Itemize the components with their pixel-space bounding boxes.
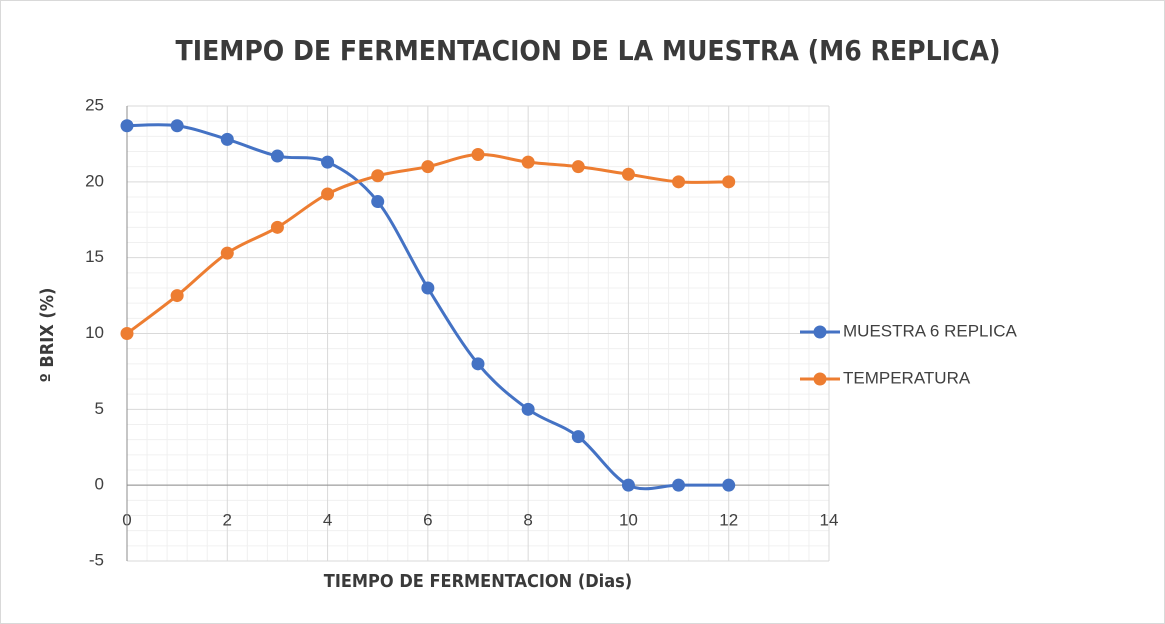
data-point [220,132,234,146]
data-point [270,149,284,163]
data-point [170,119,184,133]
legend-marker [813,325,827,339]
data-point [471,357,485,371]
x-axis-label: TIEMPO DE FERMENTACION (Dias) [324,571,632,592]
data-point [220,246,234,260]
data-point [421,281,435,295]
data-point [621,478,635,492]
y-tick-label: -5 [89,550,104,569]
data-point [270,220,284,234]
y-tick-label: 5 [95,399,104,418]
data-point [170,289,184,303]
data-point [672,478,686,492]
legend-label: TEMPERATURA [843,368,971,387]
data-point [471,148,485,162]
data-point [571,160,585,174]
x-tick-label: 14 [820,511,839,530]
data-point [722,478,736,492]
data-point [321,187,335,201]
y-tick-label: 0 [95,475,104,494]
data-point [521,402,535,416]
y-tick-label: 20 [85,171,104,190]
legend-marker [813,372,827,386]
x-tick-label: 4 [323,511,332,530]
chart-title: TIEMPO DE FERMENTACION DE LA MUESTRA (M6… [176,34,1001,67]
data-point [672,175,686,189]
x-tick-label: 2 [223,511,232,530]
data-point [421,160,435,174]
data-point [722,175,736,189]
data-point [321,155,335,169]
data-point [521,155,535,169]
x-tick-label: 8 [523,511,532,530]
legend-label: MUESTRA 6 REPLICA [843,321,1017,340]
data-point [621,167,635,181]
y-tick-label: 10 [85,323,104,342]
data-point [571,430,585,444]
x-tick-label: 12 [719,511,738,530]
x-tick-label: 6 [423,511,432,530]
data-point [120,327,134,340]
x-tick-label: 10 [619,511,638,530]
data-point [371,169,385,183]
y-tick-label: 15 [85,247,104,266]
y-tick-label: 25 [85,95,104,114]
data-point [371,195,385,209]
y-axis-label: º BRIX (%) [37,288,58,383]
data-point [120,119,134,133]
